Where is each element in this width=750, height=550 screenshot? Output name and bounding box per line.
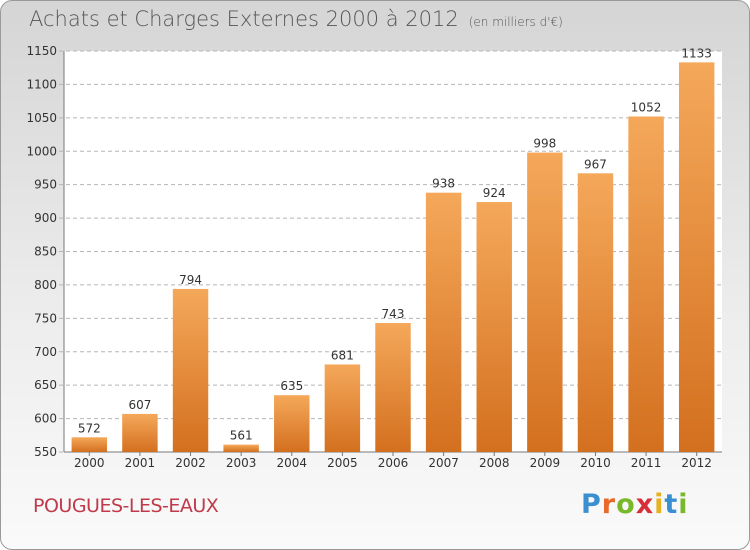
title-text: Achats et Charges Externes 2000 à 2012 xyxy=(29,7,459,31)
proxiti-logo: Proxiti xyxy=(581,489,689,520)
y-tick-label: 850 xyxy=(34,245,57,259)
x-tick-label: 2004 xyxy=(276,456,307,470)
y-tick-label: 900 xyxy=(34,211,57,225)
bar-value-label: 1052 xyxy=(631,100,662,114)
bar-value-label: 607 xyxy=(128,398,151,412)
y-tick-label: 1050 xyxy=(26,111,57,125)
bar-value-label: 1133 xyxy=(681,46,712,60)
y-tick-label: 600 xyxy=(34,412,57,426)
bar-value-label: 743 xyxy=(382,307,405,321)
bar xyxy=(71,437,108,452)
x-tick-label: 2005 xyxy=(327,456,358,470)
chart-subtitle: (en milliers d'€) xyxy=(468,15,563,29)
bar xyxy=(324,364,361,452)
logo-letter: t xyxy=(664,489,679,520)
x-tick-label: 2007 xyxy=(428,456,459,470)
x-tick-label: 2002 xyxy=(175,456,206,470)
bar xyxy=(476,202,512,452)
y-tick-label: 1000 xyxy=(26,144,57,158)
bar-value-label: 794 xyxy=(179,273,202,287)
x-tick-label: 2008 xyxy=(479,456,510,470)
logo-letter: x xyxy=(635,489,655,520)
bar xyxy=(628,116,664,452)
bar xyxy=(274,395,310,452)
bar-value-label: 998 xyxy=(533,137,556,151)
chart-title: Achats et Charges Externes 2000 à 2012 (e… xyxy=(29,7,563,31)
y-tick-label: 650 xyxy=(34,378,57,392)
x-tick-label: 2001 xyxy=(125,456,156,470)
bar xyxy=(122,413,158,452)
x-tick-label: 2006 xyxy=(378,456,409,470)
logo-letter: o xyxy=(616,489,636,520)
x-tick-label: 2009 xyxy=(530,456,561,470)
logo-letter: i xyxy=(678,489,689,520)
bar-value-label: 572 xyxy=(78,421,101,435)
y-tick-label: 700 xyxy=(34,345,57,359)
x-tick-label: 2003 xyxy=(226,456,257,470)
x-tick-label: 2012 xyxy=(681,456,712,470)
y-tick-label: 1150 xyxy=(26,44,57,58)
bar xyxy=(172,288,209,452)
bar-value-label: 924 xyxy=(483,186,506,200)
y-tick-label: 550 xyxy=(34,445,57,459)
x-tick-label: 2011 xyxy=(631,456,662,470)
y-tick-label: 950 xyxy=(34,178,57,192)
bar xyxy=(425,192,462,453)
bar-value-label: 967 xyxy=(584,157,607,171)
bar xyxy=(223,444,259,452)
commune-name: POUGUES-LES-EAUX xyxy=(33,495,219,517)
y-tick-label: 750 xyxy=(34,311,57,325)
bar-value-label: 561 xyxy=(230,429,253,443)
bar xyxy=(375,323,411,452)
bar-value-label: 635 xyxy=(280,379,303,393)
logo-letter: r xyxy=(601,489,617,520)
bar-value-label: 938 xyxy=(432,177,455,191)
bar xyxy=(577,173,614,452)
bar xyxy=(678,62,715,453)
y-tick-label: 800 xyxy=(34,278,57,292)
x-tick-label: 2000 xyxy=(74,456,105,470)
logo-letter: P xyxy=(581,489,602,520)
logo-letter: i xyxy=(654,489,665,520)
x-tick-label: 2010 xyxy=(580,456,611,470)
y-tick-label: 1100 xyxy=(26,77,57,91)
bar xyxy=(527,152,563,452)
bar-value-label: 681 xyxy=(331,348,354,362)
